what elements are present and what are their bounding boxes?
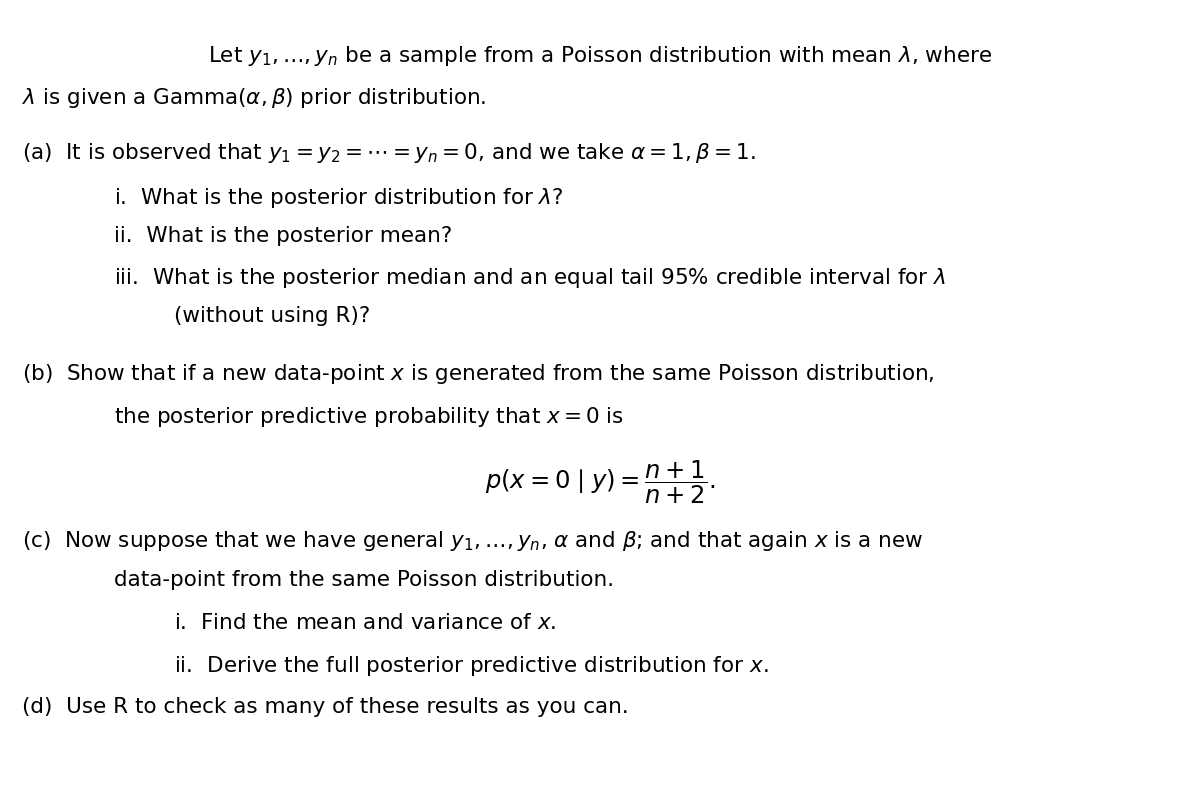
Text: (d)  Use R to check as many of these results as you can.: (d) Use R to check as many of these resu… — [22, 697, 629, 717]
Text: the posterior predictive probability that $x = 0$ is: the posterior predictive probability tha… — [114, 405, 624, 429]
Text: $p(x = 0 \mid y) = \dfrac{n+1}{n+2}.$: $p(x = 0 \mid y) = \dfrac{n+1}{n+2}.$ — [485, 458, 715, 505]
Text: ii.  What is the posterior mean?: ii. What is the posterior mean? — [114, 226, 452, 246]
Text: iii.  What is the posterior median and an equal tail 95% credible interval for $: iii. What is the posterior median and an… — [114, 266, 946, 290]
Text: $\lambda$ is given a Gamma$(\alpha, \beta)$ prior distribution.: $\lambda$ is given a Gamma$(\alpha, \bet… — [22, 86, 486, 110]
Text: (a)  It is observed that $y_1 = y_2 = \cdots = y_n = 0$, and we take $\alpha = 1: (a) It is observed that $y_1 = y_2 = \cd… — [22, 141, 756, 165]
Text: ii.  Derive the full posterior predictive distribution for $x$.: ii. Derive the full posterior predictive… — [174, 654, 768, 678]
Text: i.  Find the mean and variance of $x$.: i. Find the mean and variance of $x$. — [174, 613, 557, 633]
Text: data-point from the same Poisson distribution.: data-point from the same Poisson distrib… — [114, 570, 614, 590]
Text: i.  What is the posterior distribution for $\lambda$?: i. What is the posterior distribution fo… — [114, 186, 564, 210]
Text: (without using R)?: (without using R)? — [174, 306, 371, 326]
Text: (c)  Now suppose that we have general $y_1, \ldots, y_n$, $\alpha$ and $\beta$; : (c) Now suppose that we have general $y_… — [22, 529, 923, 553]
Text: Let $y_1,\ldots, y_n$ be a sample from a Poisson distribution with mean $\lambda: Let $y_1,\ldots, y_n$ be a sample from a… — [208, 44, 992, 68]
Text: (b)  Show that if a new data-point $x$ is generated from the same Poisson distri: (b) Show that if a new data-point $x$ is… — [22, 362, 935, 386]
